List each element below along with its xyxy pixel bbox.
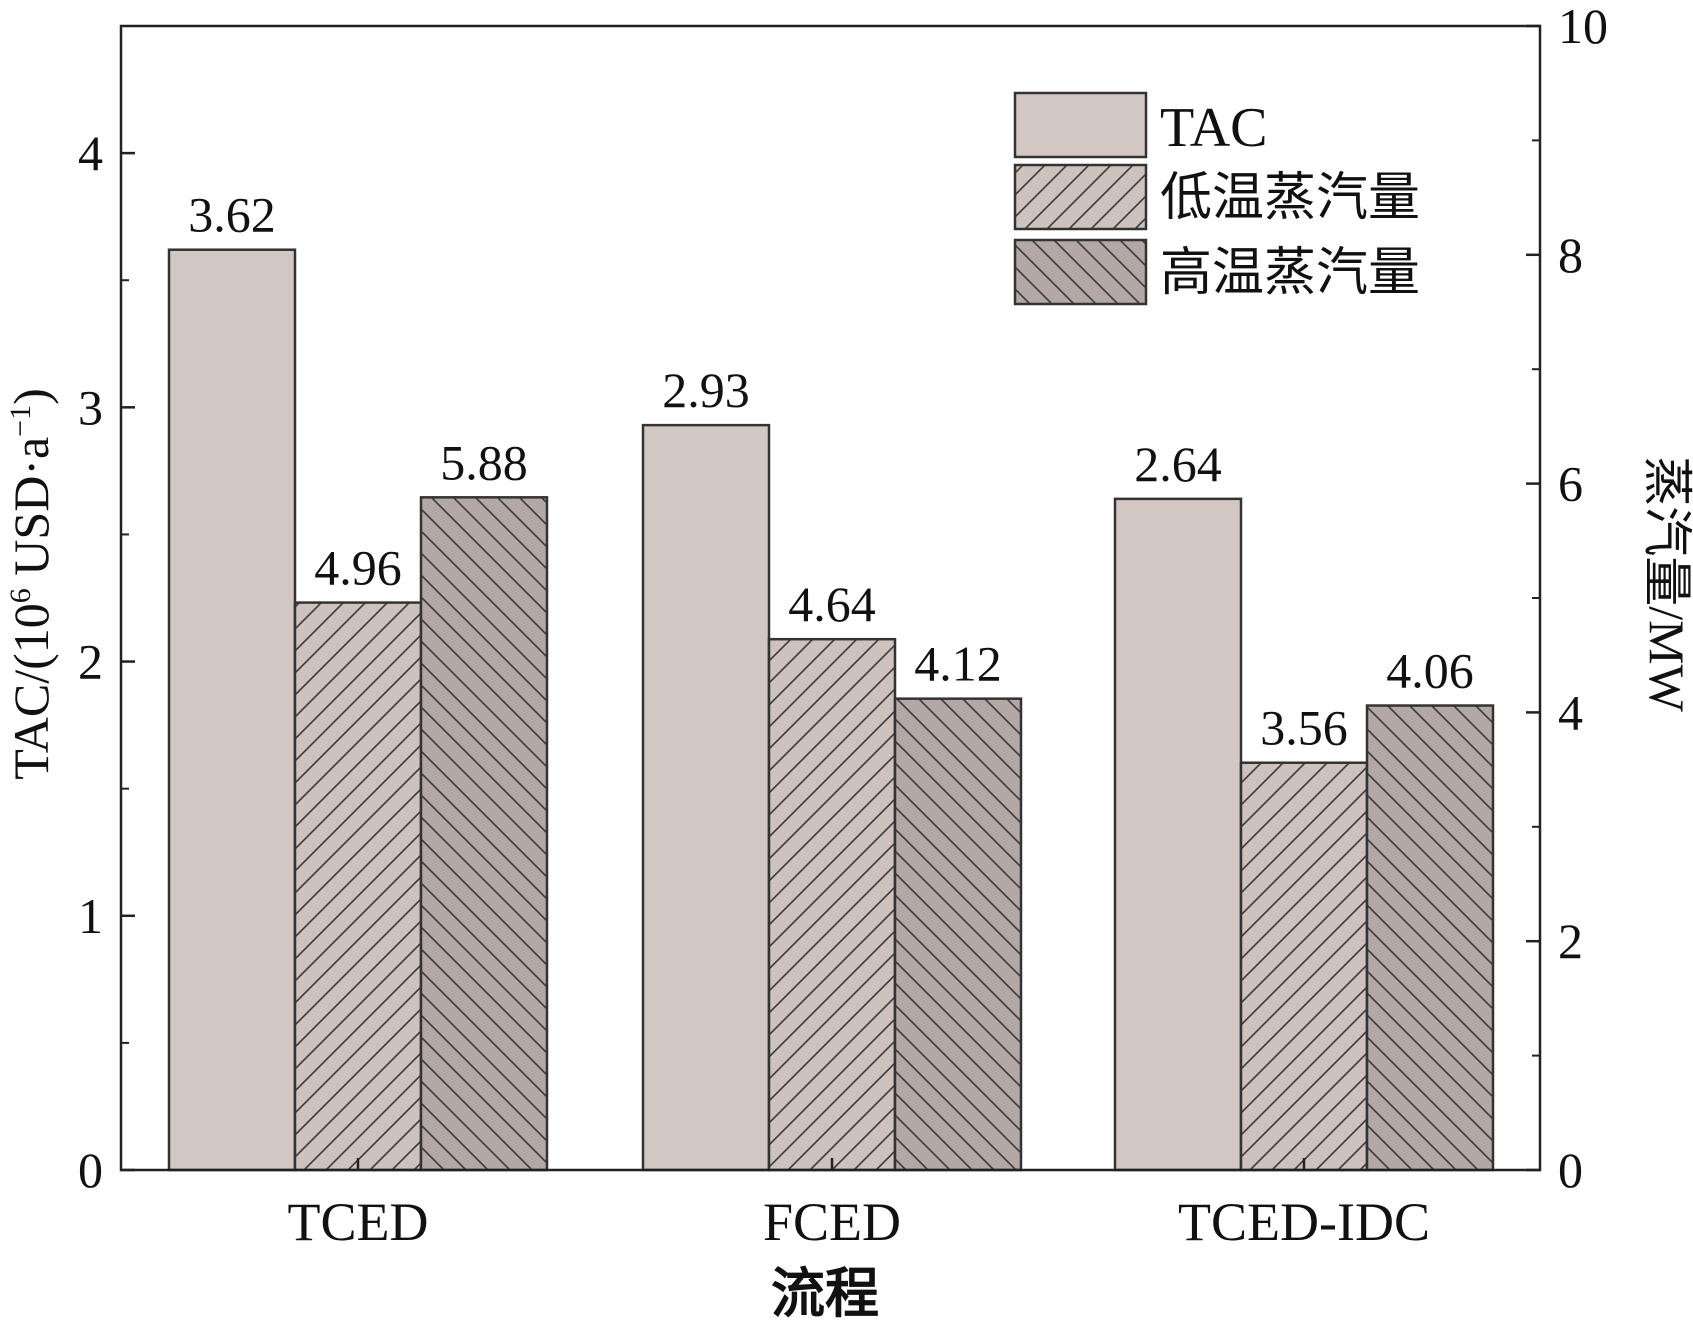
data-label-high-steam-tced-idc: 4.06 <box>1386 643 1474 699</box>
y-axis-left-title-prefix: TAC/(10 <box>3 603 59 780</box>
data-label-tac-tced: 3.62 <box>188 187 276 243</box>
y-right-tick-label: 0 <box>1558 1142 1583 1198</box>
data-label-tac-fced: 2.93 <box>662 362 750 418</box>
legend-label-tac: TAC <box>1160 97 1268 159</box>
y-axis-right-title: 蒸汽量/MW <box>1639 456 1693 712</box>
y-left-tick-label: 0 <box>78 1142 103 1198</box>
legend: TAC 低温蒸汽量 高温蒸汽量 <box>1013 91 1420 306</box>
bar-low-steam-fced <box>767 637 897 1172</box>
data-label-low-steam-tced: 4.96 <box>314 540 402 596</box>
bar-tac-fced <box>641 423 771 1172</box>
data-label-low-steam-tced-idc: 3.56 <box>1260 700 1348 756</box>
y-right-tick-label: 4 <box>1558 684 1583 740</box>
y-left-tick-label: 4 <box>78 125 103 181</box>
axes-layer: 0 1 2 3 4 0 2 4 6 8 10 TCED FCED TCED-IDC <box>78 0 1608 1252</box>
y-left-tick-label: 1 <box>78 888 103 944</box>
legend-swatch-high-steam <box>1013 238 1148 306</box>
y-right-tick-label: 2 <box>1558 913 1583 969</box>
y-axis-left-title-suffix: ) <box>3 388 59 405</box>
legend-label-high-steam: 高温蒸汽量 <box>1160 245 1420 302</box>
y-axis-left-title-exp1: 6 <box>4 588 37 603</box>
legend-label-low-steam: 低温蒸汽量 <box>1160 170 1420 227</box>
bar-low-steam-tced-idc <box>1239 761 1369 1172</box>
y-axis-left-title: TAC/(106 USD·a−1) <box>3 388 59 780</box>
y-right-tick-label: 10 <box>1558 0 1608 54</box>
bar-tac-tced-idc <box>1113 497 1243 1172</box>
y-right-tick-label: 6 <box>1558 456 1583 512</box>
legend-swatch-tac <box>1013 91 1148 159</box>
x-axis-title: 流程 <box>771 1264 879 1322</box>
y-left-tick-label: 3 <box>78 379 103 435</box>
y-axis-left-title-middle: USD·a <box>3 437 59 588</box>
bars-layer <box>167 248 1495 1172</box>
x-tick-label: TCED-IDC <box>1178 1192 1430 1252</box>
data-label-tac-tced-idc: 2.64 <box>1134 436 1222 492</box>
data-label-low-steam-fced: 4.64 <box>788 576 876 632</box>
data-label-high-steam-tced: 5.88 <box>440 434 528 490</box>
bar-tac-tced <box>167 248 297 1172</box>
bar-low-steam-tced <box>293 601 423 1172</box>
x-tick-label: FCED <box>763 1192 901 1252</box>
y-right-tick-label: 8 <box>1558 227 1583 283</box>
bar-high-steam-fced <box>893 697 1023 1172</box>
legend-swatch-low-steam <box>1013 163 1148 231</box>
y-left-tick-label: 2 <box>78 634 103 690</box>
bar-high-steam-tced-idc <box>1365 704 1495 1172</box>
data-labels-layer: 3.62 2.93 2.64 4.96 4.64 3.56 5.88 4.12 4.06 <box>188 187 1474 756</box>
y-axis-left-title-exp2: −1 <box>4 405 37 437</box>
bar-high-steam-tced <box>419 496 549 1172</box>
x-tick-label: TCED <box>288 1192 429 1252</box>
data-label-high-steam-fced: 4.12 <box>914 636 1002 692</box>
